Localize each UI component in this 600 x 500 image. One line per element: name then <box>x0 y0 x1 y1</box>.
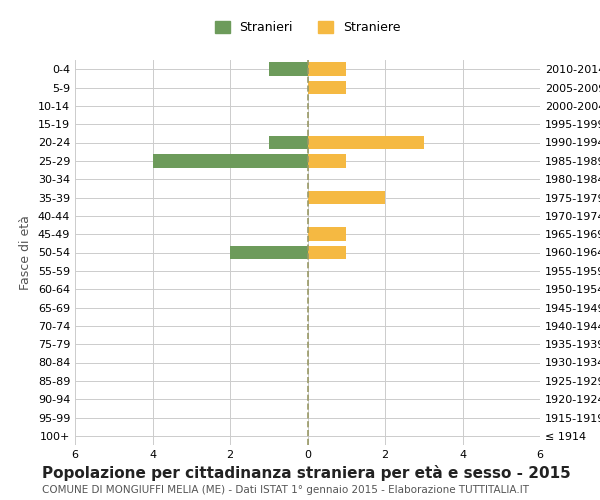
Legend: Stranieri, Straniere: Stranieri, Straniere <box>209 16 406 39</box>
Bar <box>230 246 308 260</box>
Bar <box>308 246 346 260</box>
Bar <box>308 80 346 94</box>
Bar <box>308 136 424 149</box>
Bar <box>308 228 346 241</box>
Bar <box>152 154 308 168</box>
Bar <box>308 190 385 204</box>
Bar <box>308 62 346 76</box>
Text: Popolazione per cittadinanza straniera per età e sesso - 2015: Popolazione per cittadinanza straniera p… <box>42 465 571 481</box>
Text: COMUNE DI MONGIUFFI MELIA (ME) - Dati ISTAT 1° gennaio 2015 - Elaborazione TUTTI: COMUNE DI MONGIUFFI MELIA (ME) - Dati IS… <box>42 485 529 495</box>
Bar <box>269 62 308 76</box>
Bar <box>269 136 308 149</box>
Y-axis label: Fasce di età: Fasce di età <box>19 215 32 290</box>
Bar <box>308 154 346 168</box>
